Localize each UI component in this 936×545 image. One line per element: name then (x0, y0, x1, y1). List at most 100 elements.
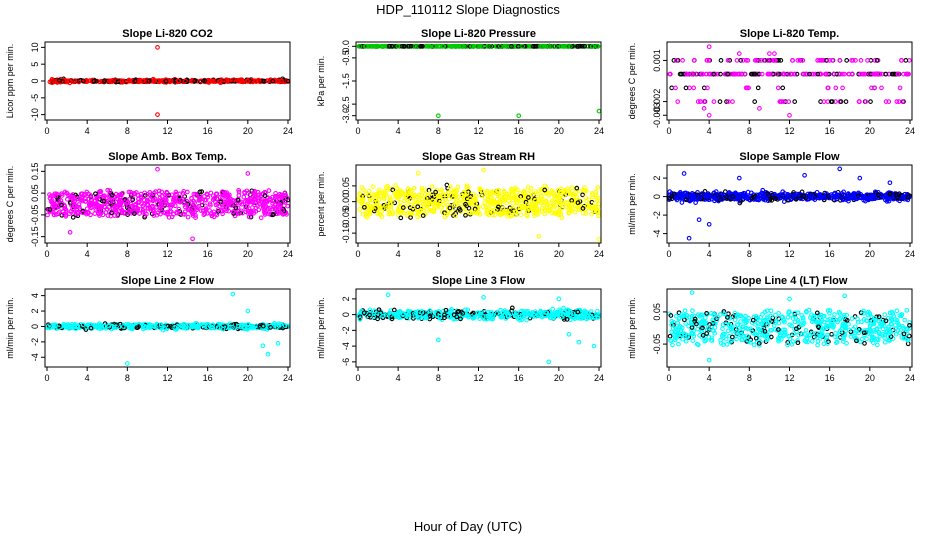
scatter-points (46, 292, 290, 365)
x-tick-label: 8 (125, 126, 130, 136)
data-point (674, 86, 678, 90)
data-point (582, 189, 586, 193)
data-point (437, 114, 441, 118)
data-point (526, 186, 530, 190)
panel-title: Slope Li-820 CO2 (122, 28, 212, 40)
x-tick-label: 12 (473, 249, 483, 259)
data-point (502, 189, 506, 193)
data-point (449, 185, 453, 189)
data-point (466, 308, 470, 312)
data-point (393, 308, 397, 312)
data-point (578, 190, 582, 194)
x-tick-label: 8 (747, 126, 752, 136)
x-tick-label: 8 (125, 249, 130, 259)
data-point (156, 113, 160, 117)
scatter-points (667, 167, 911, 240)
data-point (246, 172, 250, 176)
x-tick-label: 20 (243, 373, 253, 383)
x-tick-label: 20 (554, 126, 564, 136)
data-point (844, 100, 848, 104)
data-point (791, 59, 795, 63)
data-point (594, 194, 598, 198)
data-point (718, 100, 722, 104)
data-point (831, 100, 835, 104)
data-point (597, 109, 601, 113)
data-point (515, 188, 519, 192)
y-tick-label: 0.05 (341, 177, 351, 195)
panel-title: Slope Line 3 Flow (432, 275, 525, 287)
data-point (838, 59, 842, 63)
data-point (746, 190, 750, 194)
data-point (441, 199, 445, 203)
data-point (776, 86, 780, 90)
x-tick-label: 0 (666, 126, 671, 136)
data-point (707, 223, 711, 227)
data-point (565, 318, 569, 322)
data-point (738, 52, 742, 56)
data-point (832, 72, 836, 76)
y-tick-label: 2 (652, 176, 662, 181)
y-tick-label: 2 (341, 296, 351, 301)
data-point (529, 191, 533, 195)
data-point (204, 198, 208, 202)
scatter-points (357, 168, 601, 241)
data-point (697, 218, 701, 222)
data-point (880, 86, 884, 90)
y-axis-label: degrees C per min. (5, 166, 15, 243)
data-point (456, 185, 460, 189)
data-point (845, 59, 849, 63)
data-point (478, 317, 482, 321)
data-point (743, 72, 747, 76)
data-point (430, 185, 434, 189)
x-tick-label: 4 (707, 126, 712, 136)
x-tick-label: 12 (162, 126, 172, 136)
data-point (585, 199, 589, 203)
data-point (873, 86, 877, 90)
data-point (551, 307, 555, 311)
panel-title: Slope Li-820 Pressure (421, 28, 536, 40)
data-point (858, 176, 862, 180)
data-point (170, 193, 174, 197)
x-tick-label: 4 (396, 249, 401, 259)
data-point (525, 318, 529, 322)
data-point (93, 199, 97, 203)
y-tick-label: 0.05 (30, 184, 40, 202)
data-point (788, 114, 792, 118)
data-point (243, 190, 247, 194)
data-point (839, 100, 843, 104)
data-point (156, 46, 160, 50)
data-point (377, 308, 381, 312)
x-tick-label: 12 (473, 373, 483, 383)
data-point (104, 211, 108, 215)
data-point (501, 206, 505, 210)
data-point (402, 199, 406, 203)
data-point (900, 59, 904, 63)
data-point (562, 306, 566, 310)
y-tick-label: -2 (341, 326, 351, 334)
data-point (741, 59, 745, 63)
x-tick-label: 0 (44, 126, 49, 136)
x-tick-label: 24 (283, 126, 293, 136)
data-point (276, 342, 280, 346)
data-point (834, 86, 838, 90)
data-point (707, 45, 711, 49)
data-point (71, 216, 75, 220)
data-point (46, 213, 50, 217)
data-point (719, 59, 723, 63)
x-tick-label: 0 (666, 249, 671, 259)
data-point (417, 172, 421, 176)
x-tick-label: 4 (85, 373, 90, 383)
y-tick-label: 10 (30, 42, 40, 52)
data-point (452, 203, 456, 207)
data-point (583, 45, 587, 49)
x-tick-label: 20 (243, 249, 253, 259)
y-tick-label: -2 (652, 211, 662, 219)
data-point (257, 208, 261, 212)
data-point (781, 86, 785, 90)
x-tick-label: 8 (125, 373, 130, 383)
